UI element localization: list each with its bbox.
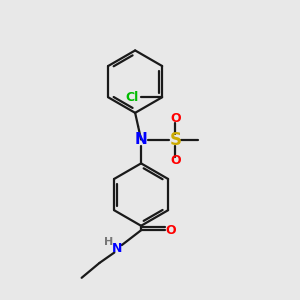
Text: Cl: Cl — [125, 91, 138, 104]
Text: H: H — [104, 237, 114, 247]
Text: O: O — [166, 224, 176, 237]
Text: N: N — [112, 242, 122, 255]
Text: O: O — [170, 112, 181, 125]
Text: S: S — [169, 130, 181, 148]
Text: N: N — [135, 132, 148, 147]
Text: O: O — [170, 154, 181, 167]
